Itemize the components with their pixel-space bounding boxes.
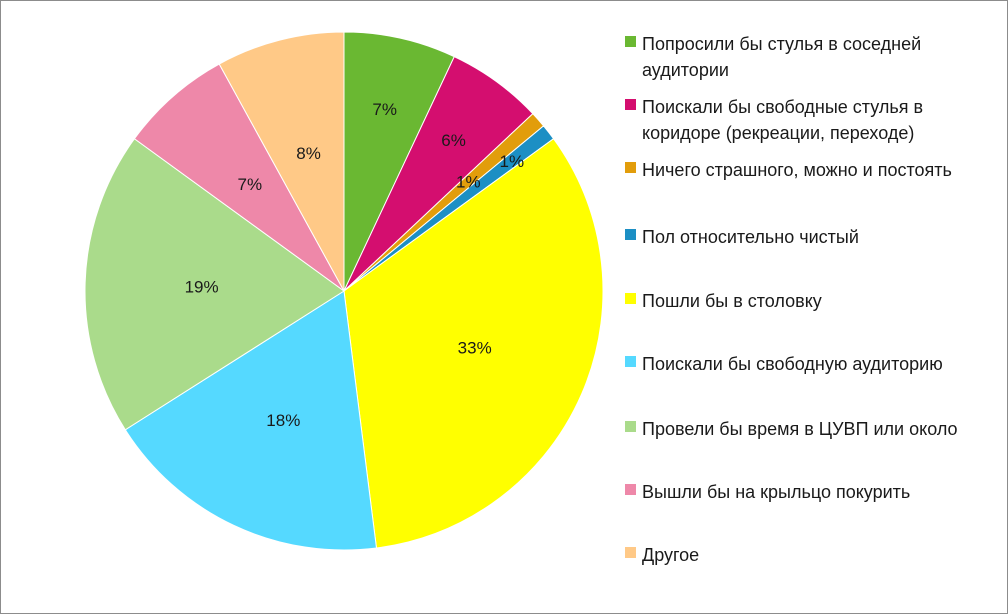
legend-swatch — [625, 229, 636, 240]
legend-swatch — [625, 547, 636, 558]
legend-label: Пошли бы в столовку — [642, 291, 822, 311]
slice-data-label: 18% — [266, 411, 300, 430]
slice-data-label: 33% — [458, 339, 492, 358]
legend-label: Поискали бы свободные стулья в коридоре … — [642, 97, 924, 143]
pie-slice — [124, 290, 378, 551]
pie-slice — [343, 31, 455, 292]
legend-label: Провели бы время в ЦУВП или около — [642, 419, 958, 439]
pie-slice — [343, 138, 604, 549]
legend-item: Провели бы время в ЦУВП или около — [625, 416, 995, 442]
legend-item: Пошли бы в столовку — [625, 288, 995, 314]
legend-swatch — [625, 484, 636, 495]
legend-item: Поискали бы свободные стулья в коридоре … — [625, 94, 995, 146]
slice-data-label: 7% — [238, 175, 263, 194]
legend-swatch — [625, 421, 636, 432]
slice-data-label: 7% — [372, 100, 397, 119]
legend-label: Вышли бы на крыльцо покурить — [642, 482, 911, 502]
slice-data-label: 19% — [185, 278, 219, 297]
slice-data-label: 1% — [500, 152, 525, 171]
legend-label: Пол относительно чистый — [642, 227, 859, 247]
pie-slice — [133, 63, 345, 292]
legend-item: Ничего страшного, можно и постоять — [625, 157, 995, 183]
pie-slice — [84, 138, 345, 431]
legend-swatch — [625, 293, 636, 304]
legend-item: Попросили бы стулья в соседней аудитории — [625, 31, 995, 83]
legend-swatch — [625, 99, 636, 110]
legend-label: Другое — [642, 545, 700, 565]
legend-item: Другое — [625, 542, 995, 568]
slice-data-label: 1% — [456, 172, 481, 191]
legend-swatch — [625, 162, 636, 173]
legend-item: Пол относительно чистый — [625, 224, 995, 250]
legend-label: Поискали бы свободную аудиторию — [642, 354, 943, 374]
legend-label: Попросили бы стулья в соседней аудитории — [642, 34, 922, 80]
legend-label: Ничего страшного, можно и постоять — [642, 160, 952, 180]
legend-item: Вышли бы на крыльцо покурить — [625, 479, 995, 505]
legend-swatch — [625, 36, 636, 47]
slice-data-label: 6% — [441, 131, 466, 150]
legend-swatch — [625, 356, 636, 367]
slice-data-label: 8% — [296, 144, 321, 163]
pie-slice — [218, 31, 345, 292]
legend-item: Поискали бы свободную аудиторию — [625, 351, 995, 377]
